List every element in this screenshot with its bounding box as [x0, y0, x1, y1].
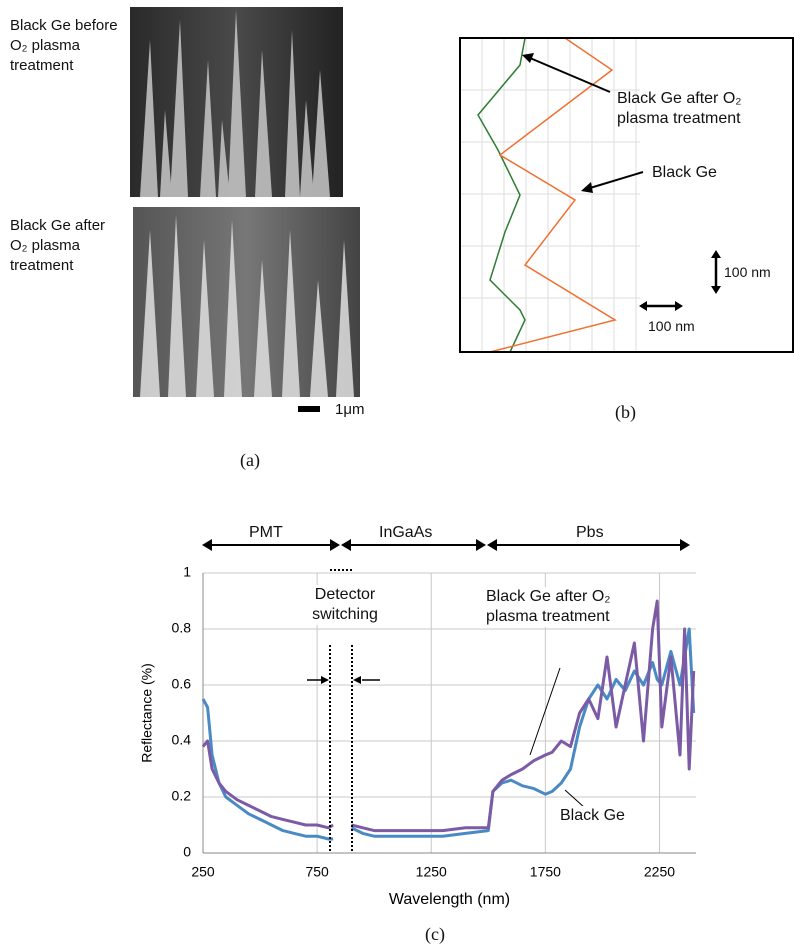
label-before: Black Ge before O₂ plasma treatment [10, 17, 118, 74]
x-tick-label: 250 [191, 864, 215, 880]
x-tick-label: 750 [305, 864, 329, 880]
y-tick-label: 1 [183, 564, 191, 580]
y-tick-label: 0.8 [172, 620, 192, 636]
caption-a: (a) [240, 450, 260, 470]
detector-switching: Detector switching [285, 585, 405, 625]
y-tick-label: 0.6 [172, 676, 192, 692]
scale-bar-label: 1μm [335, 401, 365, 418]
y-tick-label: 0 [183, 844, 191, 860]
region-label: PMT [249, 524, 283, 541]
series-line [201, 599, 696, 833]
detector-switching-marks [307, 569, 586, 853]
scale-bar [298, 406, 320, 412]
label-after: Black Ge after O₂ plasma treatment [10, 217, 106, 274]
series-label: Black Ge after O₂ plasma treatment [486, 587, 626, 627]
caption-c: (c) [425, 924, 445, 944]
sem-image-before [130, 7, 343, 197]
region-arrowheads [202, 539, 690, 551]
region-label: InGaAs [379, 524, 433, 541]
x-axis-label: Wavelength (nm) [389, 891, 510, 908]
label-after-b: Black Ge after O₂ plasma treatment [617, 90, 742, 127]
vertical-scale: 100 nm [724, 264, 771, 280]
horizontal-scale: 100 nm [648, 318, 695, 334]
x-tick-label: 1250 [416, 864, 447, 880]
y-tick-label: 0.4 [172, 732, 192, 748]
label-black-ge-b: Black Ge [652, 164, 717, 181]
x-tick-label: 2250 [644, 864, 675, 880]
y-axis-label: Reflectance (%) [139, 663, 155, 763]
sem-image-after [133, 207, 360, 397]
caption-b: (b) [615, 402, 636, 422]
y-tick-label: 0.2 [172, 788, 192, 804]
series-label: Black Ge [560, 806, 625, 826]
region-label: Pbs [576, 524, 604, 541]
x-tick-label: 1750 [530, 864, 561, 880]
profile-plot [459, 37, 794, 353]
